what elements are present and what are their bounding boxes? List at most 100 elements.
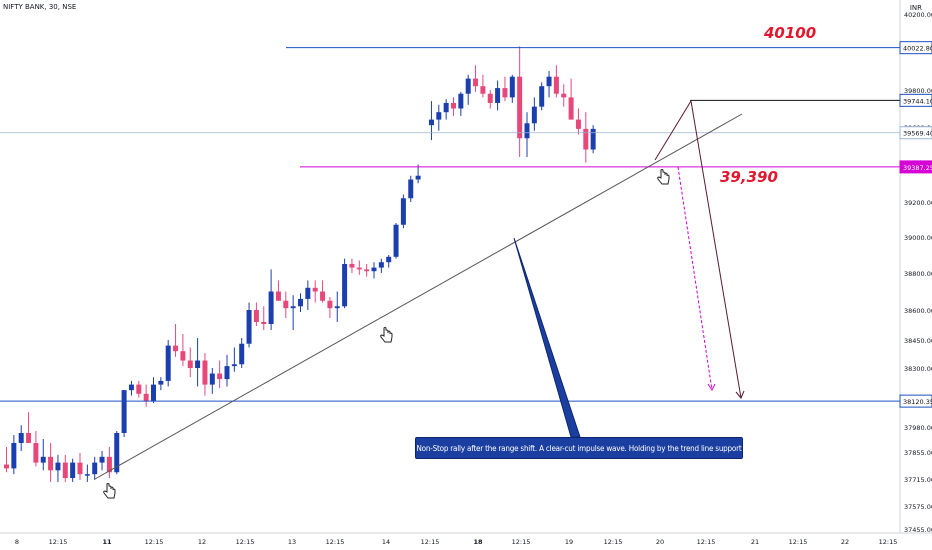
candle	[99, 451, 105, 471]
arrow-head	[735, 390, 745, 399]
candle-body	[546, 76, 552, 87]
candle	[342, 258, 348, 309]
candle-body	[92, 462, 98, 475]
candle	[334, 291, 340, 322]
candle	[261, 306, 267, 330]
candle	[48, 443, 54, 482]
candle-body	[151, 384, 156, 402]
candle-body	[502, 88, 508, 98]
candle	[136, 380, 142, 398]
candle-body	[84, 474, 90, 476]
price-label-box	[899, 126, 932, 140]
candle	[327, 297, 333, 318]
candle	[393, 223, 399, 259]
candle	[408, 175, 414, 202]
x-tick-label: 22	[841, 538, 849, 546]
candle	[364, 264, 370, 277]
candle	[70, 458, 76, 482]
hand-pointer-icon	[380, 327, 393, 343]
candle-body	[342, 264, 348, 307]
analysis-note: Non-Stop rally after the range shift. A …	[415, 437, 743, 459]
candle	[128, 380, 134, 396]
candle	[239, 338, 245, 368]
candle-body	[509, 76, 515, 98]
projection-arrow	[690, 100, 742, 399]
candle	[509, 74, 515, 103]
candle	[77, 452, 83, 480]
candle-body	[443, 102, 449, 113]
candle-body	[356, 267, 362, 270]
candle	[561, 84, 567, 107]
candle-body	[487, 93, 493, 103]
candle-body	[458, 93, 464, 109]
candle	[465, 74, 471, 105]
candle	[40, 439, 46, 471]
candle	[180, 334, 186, 367]
price-label-text: 38120.35	[903, 398, 932, 406]
candle-body	[436, 112, 442, 120]
x-tick-label: 21	[751, 538, 759, 546]
candle	[268, 269, 274, 330]
candle-body	[465, 78, 471, 94]
x-tick-label: 12:15	[512, 538, 531, 546]
candle-body	[275, 291, 281, 301]
candle-body	[575, 119, 581, 129]
candle	[283, 291, 289, 318]
price-label-text: 39387.25	[903, 164, 932, 172]
candle	[590, 125, 596, 154]
x-tick-label: 12:15	[326, 538, 345, 546]
candle-body	[298, 298, 303, 307]
candle	[539, 82, 545, 111]
x-tick-label: 12:15	[697, 538, 716, 546]
y-tick-label: 39800.00	[904, 87, 932, 95]
candle	[443, 99, 449, 120]
hand-pointer-icon	[657, 169, 670, 185]
y-tick-label: 38450.00	[904, 337, 932, 345]
hand-shape	[380, 327, 393, 343]
target-high-annotation: 40100	[764, 24, 817, 42]
candle	[209, 368, 215, 394]
candle	[312, 280, 318, 303]
hand-shape	[103, 483, 116, 499]
candle	[436, 104, 442, 131]
candle-body	[55, 462, 61, 471]
candle-body	[239, 343, 245, 365]
x-tick-label: 12	[198, 538, 206, 546]
candle	[275, 280, 281, 301]
candle-body	[26, 433, 32, 443]
candle-body	[320, 291, 326, 301]
y-tick-label: 37980.00	[904, 424, 932, 432]
candle-body	[349, 264, 355, 268]
x-tick-label: 12:15	[49, 538, 68, 546]
price-label-text: 39744.10	[903, 97, 932, 105]
candle-body	[48, 456, 54, 471]
candle	[26, 412, 32, 443]
candle-body	[590, 128, 596, 150]
candle-body	[158, 380, 164, 385]
candle-body	[408, 179, 414, 199]
candle-body	[327, 300, 333, 309]
candle	[231, 347, 237, 372]
candle	[4, 447, 9, 473]
x-tick-label: 14	[382, 538, 390, 546]
candle-body	[217, 373, 223, 380]
candle	[92, 456, 98, 480]
candle	[290, 295, 296, 330]
candle	[487, 90, 493, 109]
candle-body	[473, 78, 479, 87]
candle	[415, 164, 421, 184]
candle-body	[202, 360, 208, 385]
price-label-text: 40022.80	[903, 45, 932, 53]
candle	[165, 340, 171, 387]
price-label-text: 39569.40	[903, 130, 932, 138]
y-tick-label: 40200.00	[904, 11, 932, 19]
x-tick-label: 12:15	[789, 538, 808, 546]
price-label: 39569.40	[899, 126, 932, 140]
y-tick-label: 37575.00	[904, 503, 932, 511]
candle-body	[364, 269, 370, 272]
y-tick-label: 38300.00	[904, 365, 932, 373]
candle	[121, 390, 127, 437]
price-label: 40022.80	[899, 41, 932, 55]
y-tick-label: 37715.00	[904, 476, 932, 484]
